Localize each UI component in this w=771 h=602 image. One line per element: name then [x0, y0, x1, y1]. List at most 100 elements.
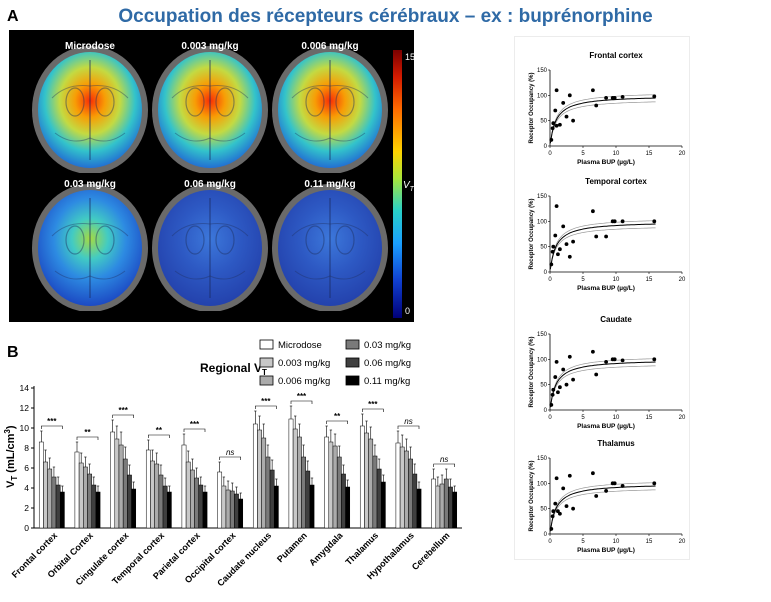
caudate-occupancy-plot: Caudate 0 50 100 150 0 5 10 15 20 Plasma BUP (µg/L… — [529, 315, 686, 430]
legend-label: 0.003 mg/kg — [278, 358, 330, 369]
bar — [448, 486, 453, 529]
y-axis-label: VT (mL/cm3) — [3, 425, 19, 488]
occupancy-plots-frame — [514, 36, 690, 560]
bar — [145, 449, 151, 529]
bar — [324, 436, 330, 529]
thalamus-occupancy-plot: Thalamus 0 50 100 150 0 5 10 15 20 Plasma BUP (µg/… — [529, 439, 686, 554]
ci-upper-curve — [549, 94, 656, 144]
sulcus-line — [51, 85, 129, 99]
brain-image-label: Microdose — [64, 41, 115, 52]
data-point — [612, 95, 617, 100]
data-point — [558, 122, 562, 127]
y-axis-label: Receptor Occupancy (%) — [529, 72, 535, 143]
significance-bracket — [397, 425, 420, 429]
bar — [345, 486, 351, 529]
brain-image-4: 0.03 mg/kg — [27, 176, 153, 311]
bar — [38, 441, 44, 529]
bar — [229, 490, 235, 529]
temporal-cortex-occupancy-plot: Temporal cortex 0 50 100 150 0 5 10 15 20 Plasma B… — [529, 177, 686, 292]
y-tick-label: 100 — [537, 93, 548, 99]
significance-label: *** — [297, 392, 307, 401]
y-tick-label: 14 — [20, 383, 30, 393]
bar — [217, 471, 223, 529]
bar — [43, 461, 48, 529]
sulcus-line — [294, 132, 366, 142]
legend-swatch — [259, 339, 274, 350]
bar — [332, 445, 338, 529]
data-point — [620, 483, 625, 488]
bar — [439, 483, 445, 529]
bar — [202, 491, 208, 529]
significance-bracket — [41, 425, 63, 429]
bar — [95, 491, 101, 529]
data-point — [549, 403, 554, 407]
bar — [380, 481, 386, 529]
panel-a-label: A — [7, 8, 19, 25]
sulcus-line — [174, 132, 246, 142]
bar — [166, 491, 172, 529]
data-point — [556, 252, 560, 257]
y-tick-label: 50 — [540, 383, 547, 389]
x-tick-label: 5 — [581, 151, 585, 157]
bar — [59, 491, 65, 529]
x-tick-label: 20 — [679, 151, 686, 157]
x-axis-label: Plasma BUP (µg/L) — [577, 285, 635, 292]
bar — [269, 469, 275, 529]
y-tick-label: 50 — [540, 507, 547, 513]
data-point — [591, 88, 595, 93]
occupancy-plot-title: Temporal cortex — [585, 177, 647, 186]
bar — [336, 456, 342, 529]
x-tick-label: 0 — [548, 151, 552, 157]
ventricle-right — [95, 225, 115, 255]
ventricle-right — [215, 87, 235, 117]
brain-image-label: 0.03 mg/kg — [64, 179, 116, 190]
data-point — [620, 358, 625, 363]
bar — [301, 456, 306, 529]
bar — [122, 458, 128, 529]
data-point — [554, 123, 559, 128]
significance-bracket — [290, 400, 313, 404]
data-point — [550, 392, 555, 397]
data-point — [591, 209, 595, 214]
bar — [114, 438, 120, 529]
bar — [91, 484, 97, 529]
x-tick-label: 5 — [581, 415, 585, 421]
bar — [273, 485, 279, 529]
bar — [87, 473, 92, 529]
brain-image-label: 0.06 mg/kg — [184, 179, 236, 190]
category-label: Putamen — [275, 530, 309, 564]
y-tick-label: 100 — [537, 219, 548, 225]
data-point — [561, 486, 566, 491]
data-point — [553, 108, 558, 113]
brain-scan-svg — [152, 184, 268, 311]
bar — [376, 468, 382, 529]
data-point — [553, 375, 558, 379]
x-tick-label: 0 — [548, 539, 552, 545]
legend-swatch — [345, 339, 360, 350]
data-point — [620, 94, 625, 99]
data-point — [550, 249, 555, 254]
y-tick-label: 150 — [537, 68, 548, 74]
bar — [372, 455, 378, 529]
bar — [364, 432, 369, 529]
significance-bracket — [255, 405, 277, 409]
bar — [305, 470, 311, 529]
sulcus-line — [291, 223, 369, 237]
data-point — [550, 514, 555, 519]
bar — [181, 444, 187, 529]
data-point — [561, 224, 566, 229]
x-tick-label: 10 — [613, 415, 620, 421]
bar — [127, 474, 132, 529]
significance-label: ns — [226, 448, 234, 457]
bar — [452, 491, 458, 529]
bar — [435, 485, 441, 529]
brain-scan-svg — [152, 46, 268, 173]
y-tick-label: 100 — [537, 357, 548, 363]
occupancy-plot-title: Frontal cortex — [589, 51, 643, 60]
data-point — [594, 234, 599, 239]
y-tick-label: 6 — [24, 463, 29, 473]
y-tick-label: 10 — [20, 423, 30, 433]
legend-label: 0.06 mg/kg — [364, 358, 411, 369]
data-point — [564, 242, 569, 247]
fit-curve — [549, 361, 656, 408]
